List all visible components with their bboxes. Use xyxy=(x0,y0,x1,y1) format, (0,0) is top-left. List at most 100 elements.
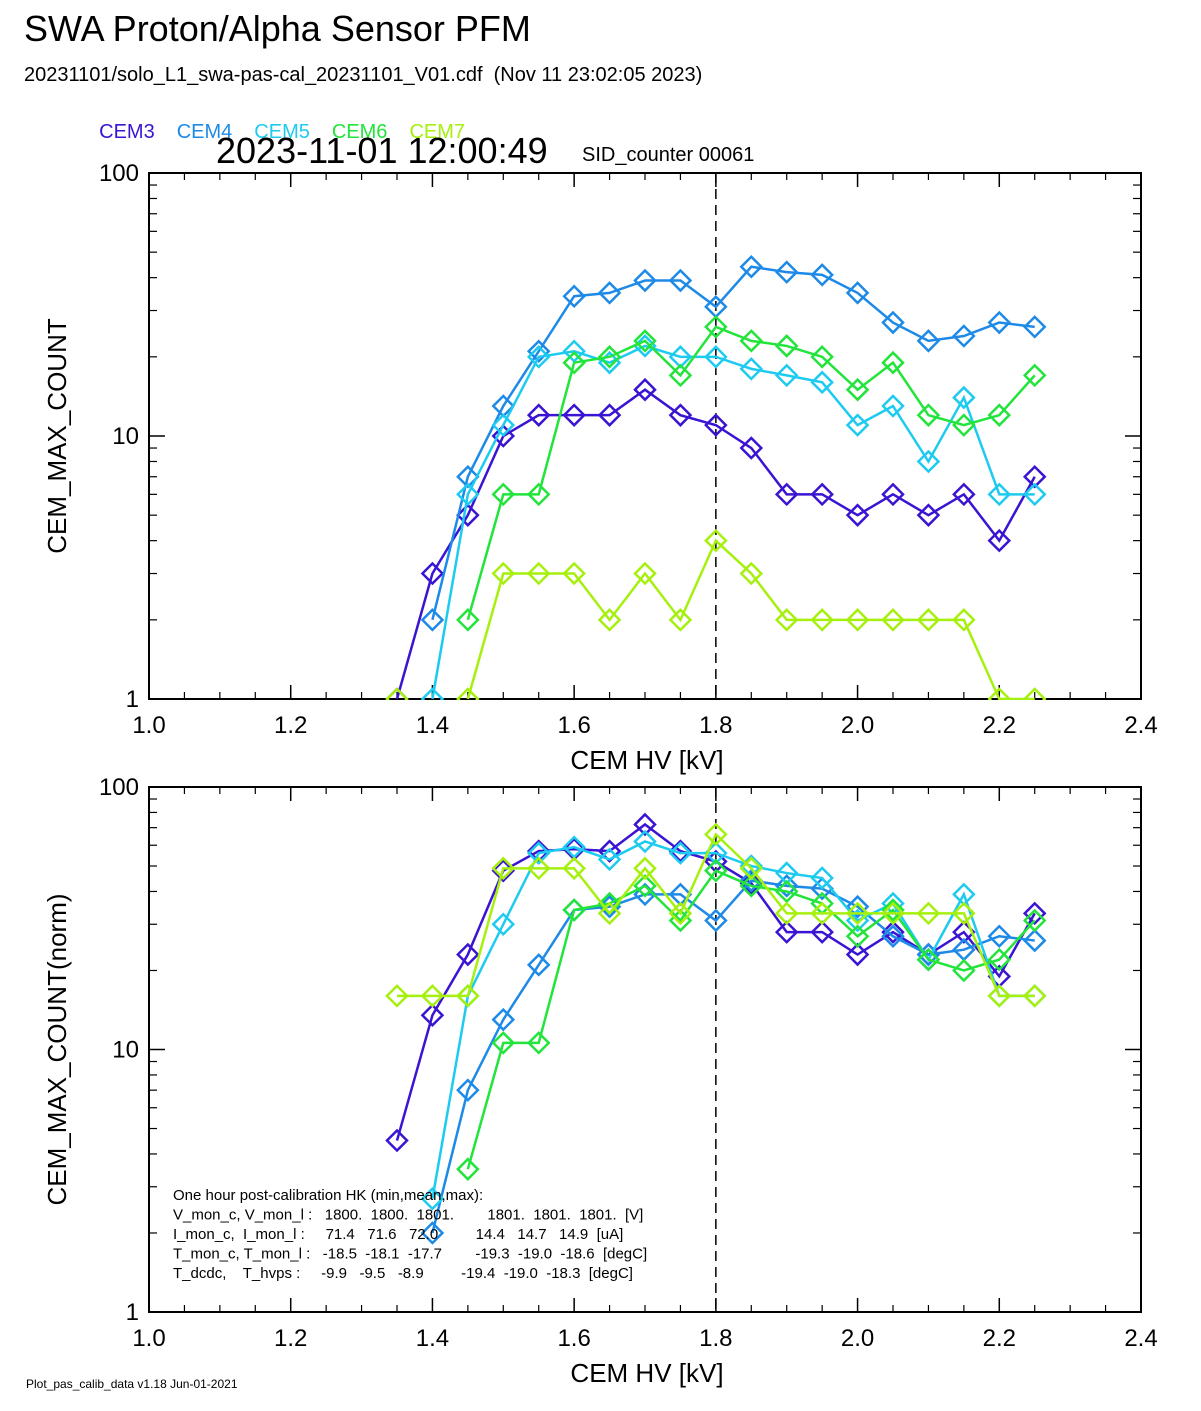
data-point xyxy=(810,866,834,890)
data-point xyxy=(491,561,516,586)
data-point xyxy=(987,924,1012,949)
hk-summary: One hour post-calibration HK (min,mean,m… xyxy=(173,1187,647,1282)
data-point xyxy=(916,403,941,427)
data-point xyxy=(668,841,693,865)
data-point xyxy=(916,449,941,474)
legend-cem6: CEM6 xyxy=(331,121,388,143)
data-point xyxy=(987,984,1012,1008)
data-point xyxy=(1022,482,1047,507)
data-point xyxy=(1022,464,1047,489)
y-axis-label: CEM_MAX_COUNT(norm) xyxy=(42,893,72,1205)
data-point xyxy=(774,482,799,507)
data-point xyxy=(491,1007,516,1032)
data-point xyxy=(526,953,551,977)
data-point xyxy=(526,561,551,586)
data-point xyxy=(633,812,657,837)
data-point xyxy=(774,334,799,358)
data-point xyxy=(739,357,764,381)
series-cem5 xyxy=(420,334,1047,700)
data-point xyxy=(1022,687,1047,700)
data-point xyxy=(562,561,586,586)
data-point xyxy=(881,924,905,949)
x-tick-label: 2.4 xyxy=(1124,712,1157,739)
data-point xyxy=(881,608,905,632)
legend: CEM3 CEM4 CEM5 CEM6 CEM7 xyxy=(88,98,487,144)
data-point xyxy=(739,856,764,881)
series-line xyxy=(431,344,1035,700)
data-point xyxy=(526,482,551,507)
hk-line: T_dcdc, T_hvps : -9.9 -9.5 -8.9 -19.4 -1… xyxy=(173,1265,633,1282)
x-tick-label: 1.2 xyxy=(274,1325,307,1352)
data-point xyxy=(597,403,622,427)
y-tick-label: 10 xyxy=(112,1037,139,1064)
x-tick-label: 2.0 xyxy=(841,1325,874,1352)
data-point xyxy=(562,898,586,922)
data-point xyxy=(420,687,445,700)
data-point xyxy=(668,363,693,388)
data-point xyxy=(881,920,905,944)
x-tick-label: 1.2 xyxy=(274,712,307,739)
y-tick-label: 1 xyxy=(126,1299,139,1326)
data-point xyxy=(774,363,799,388)
data-point xyxy=(810,345,834,369)
legend-cem5: CEM5 xyxy=(254,121,310,143)
data-point xyxy=(987,947,1012,972)
data-point xyxy=(526,839,551,863)
series-cem4 xyxy=(420,868,1047,1245)
data-point xyxy=(491,912,516,937)
timestamp: 2023-11-01 12:00:49 xyxy=(216,130,548,171)
series-line xyxy=(431,265,1035,621)
plot-2: 1.0 1.2 1.4 1.6 1.8 2.0 2.2 2.4 1 10 100 CEM HV [kV… xyxy=(42,774,1158,1388)
data-point xyxy=(668,268,693,293)
data-point xyxy=(491,1031,516,1055)
data-point xyxy=(633,268,657,293)
series-line xyxy=(431,879,1035,1234)
data-point xyxy=(456,464,480,489)
x-tick-label: 1.6 xyxy=(557,712,590,739)
data-point xyxy=(987,687,1012,700)
data-point xyxy=(774,874,799,898)
data-point xyxy=(881,394,905,418)
data-point xyxy=(916,947,941,972)
data-point xyxy=(633,874,657,898)
plot-frame xyxy=(148,172,1142,700)
data-point xyxy=(562,339,586,364)
data-point xyxy=(774,608,799,632)
series-line xyxy=(397,832,1035,998)
data-point xyxy=(597,608,622,632)
chart-title: SWA Proton/Alpha Sensor PFM xyxy=(24,8,531,49)
data-point xyxy=(916,608,941,632)
hk-line: T_mon_c, T_mon_l : -18.5 -18.1 -17.7 -19… xyxy=(173,1246,647,1263)
data-point xyxy=(562,284,586,308)
data-point xyxy=(739,561,764,586)
data-point xyxy=(385,687,409,700)
data-point xyxy=(704,822,728,847)
data-point xyxy=(668,608,693,632)
data-point xyxy=(668,839,693,863)
data-point xyxy=(704,413,728,437)
data-point xyxy=(456,503,480,527)
data-point xyxy=(456,608,480,632)
data-point xyxy=(881,350,905,375)
data-point xyxy=(456,482,480,507)
data-point xyxy=(774,901,799,926)
data-point xyxy=(420,608,445,632)
footer-version: Plot_pas_calib_data v1.18 Jun-01-2021 xyxy=(26,1377,238,1391)
data-point xyxy=(456,1078,480,1102)
x-tick-label: 1.8 xyxy=(699,712,732,739)
data-point xyxy=(774,260,799,284)
x-tick-label: 2.0 xyxy=(841,712,874,739)
data-point xyxy=(845,281,870,305)
data-point xyxy=(704,858,728,883)
data-point xyxy=(562,856,586,881)
series-line xyxy=(431,840,1035,1199)
x-tick-label: 1.8 xyxy=(699,1325,732,1352)
data-point xyxy=(916,901,941,926)
x-tick-label: 1.6 xyxy=(557,1325,590,1352)
y-tick-label: 1 xyxy=(126,686,139,713)
data-point xyxy=(491,413,516,437)
data-point xyxy=(668,901,693,926)
data-point xyxy=(1022,984,1047,1008)
series-cem5 xyxy=(420,829,1047,1211)
